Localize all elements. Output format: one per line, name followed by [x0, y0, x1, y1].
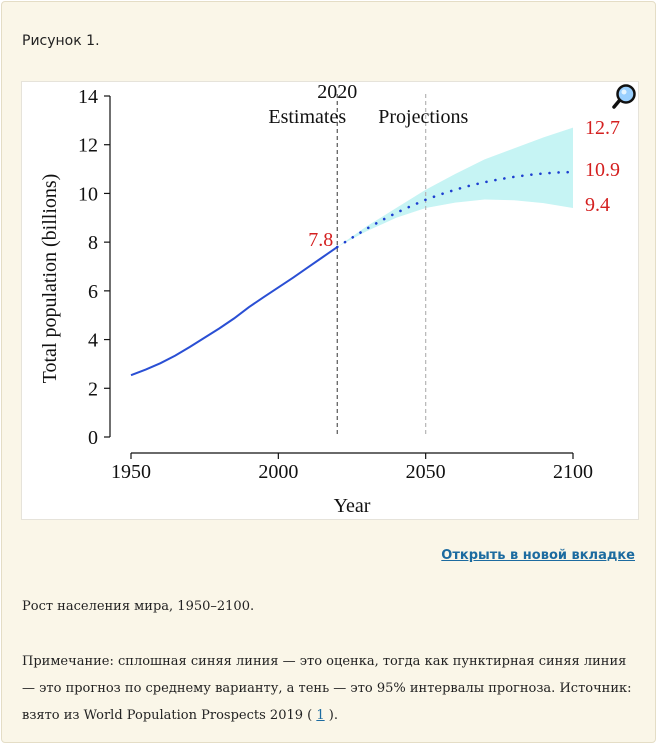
y-tick-label-6: 6 [88, 281, 98, 303]
y-tick-label-14: 14 [78, 86, 98, 108]
vline-label-2020: 2020 [317, 82, 357, 103]
estimates-line [130, 246, 338, 377]
y-axis-label: Total population (billions) [39, 174, 61, 384]
note-end: ). [328, 708, 338, 723]
x-axis-label: Year [334, 495, 371, 517]
y-tick-label-12: 12 [78, 135, 98, 157]
figure-number: 1. [86, 33, 100, 49]
projections-label: Projections [378, 106, 468, 128]
y-tick-label-4: 4 [88, 330, 98, 352]
estimates-label: Estimates [268, 106, 346, 128]
y-tick-label-8: 8 [88, 232, 98, 254]
population-chart: 2020 Estimates Projections 0 2 4 6 8 10 12 14 1950 2… [39, 82, 620, 517]
chart-container: 2020 Estimates Projections 0 2 4 6 8 10 12 14 1950 2… [21, 81, 639, 520]
annotation-10-9: 10.9 [585, 159, 620, 181]
figure-label: Рисунок [22, 33, 82, 49]
reference-link[interactable]: 1 [316, 708, 325, 723]
magnifier-icon [612, 84, 636, 109]
annotation-7-8: 7.8 [308, 229, 333, 251]
y-tick-label-0: 0 [88, 427, 98, 449]
annotation-9-4: 9.4 [585, 194, 610, 216]
x-tick-label-2100: 2100 [553, 461, 593, 483]
open-in-new-tab-link[interactable]: Открыть в новой вкладке [441, 548, 635, 563]
prediction-interval-band [337, 127, 573, 248]
figure-caption: Рост населения мира, 1950–2100. [22, 599, 255, 614]
note-text: Примечание: сплошная синяя линия — это о… [22, 654, 632, 723]
y-tick-label-10: 10 [78, 183, 98, 205]
figure-note: Примечание: сплошная синяя линия — это о… [22, 648, 642, 729]
annotation-12-7: 12.7 [585, 117, 620, 139]
figure-title: Рисунок 1. [22, 33, 100, 49]
x-tick-label-2000: 2000 [258, 461, 298, 483]
projection-dotted-line [335, 170, 575, 249]
x-tick-label-2050: 2050 [406, 461, 446, 483]
x-tick-label-1950: 1950 [111, 461, 151, 483]
y-tick-label-2: 2 [88, 378, 98, 400]
zoom-button[interactable] [611, 82, 639, 110]
